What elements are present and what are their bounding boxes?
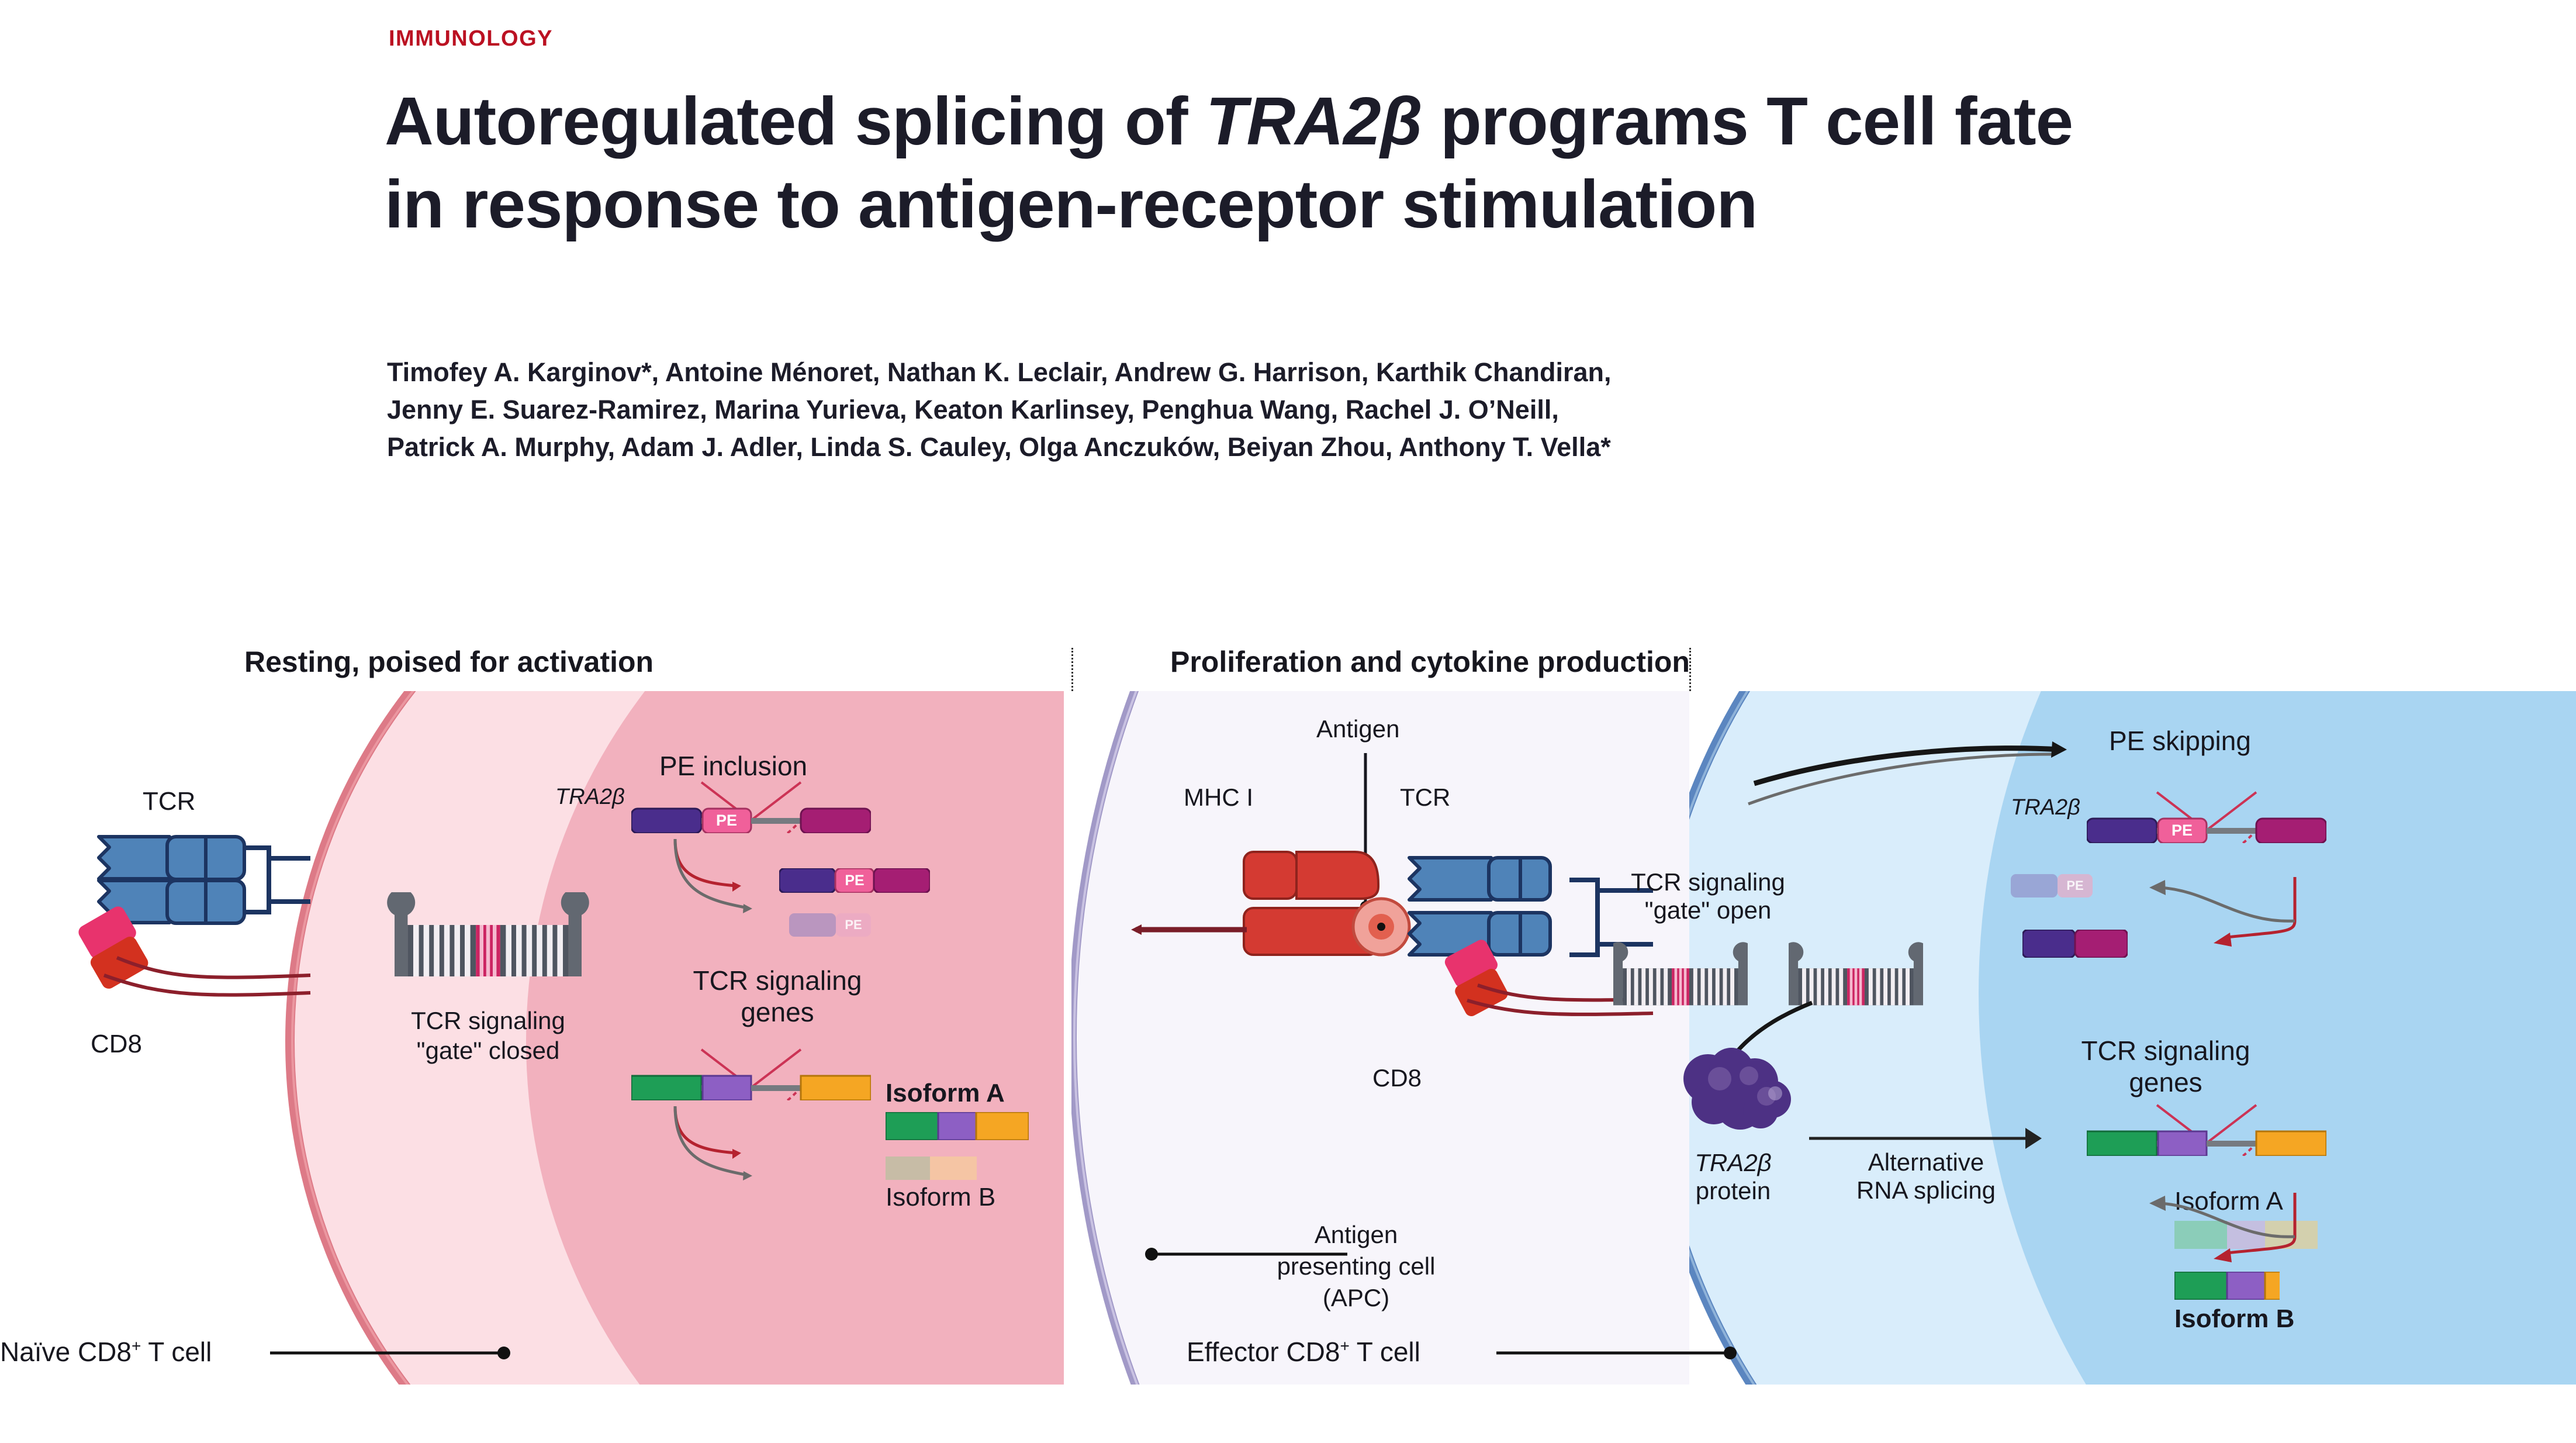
svg-text:CD8: CD8	[91, 1030, 142, 1058]
svg-text:TCR: TCR	[143, 787, 195, 816]
